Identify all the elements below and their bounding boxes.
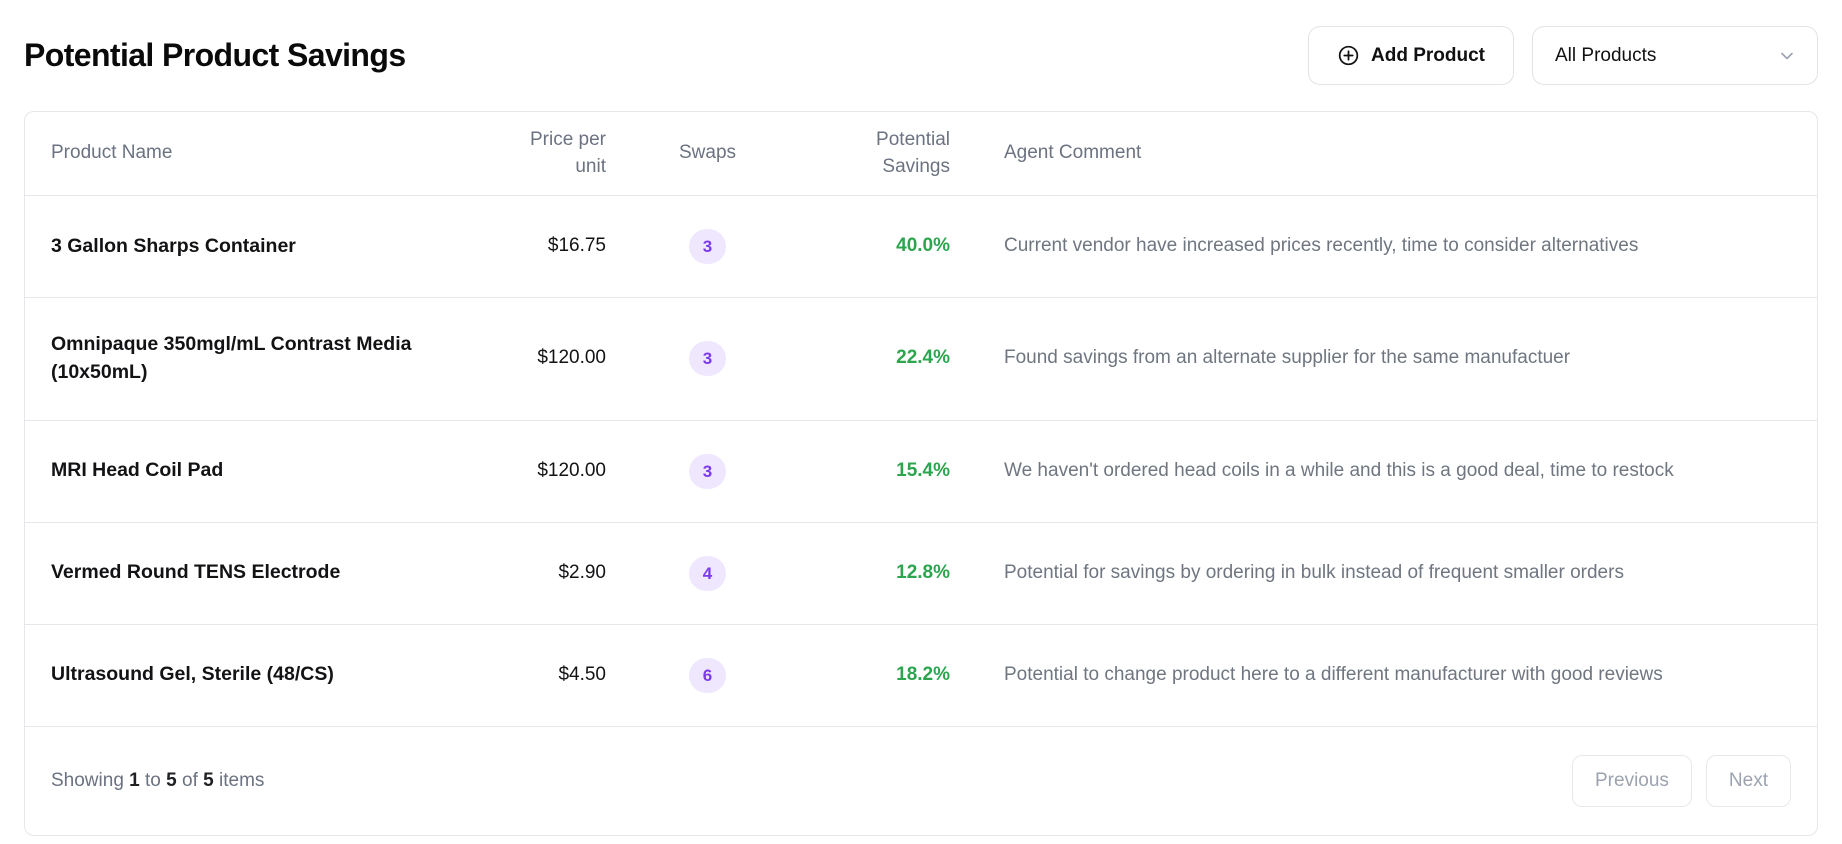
product-name-cell: Ultrasound Gel, Sterile (48/CS) [51, 663, 334, 686]
product-name-cell: Vermed Round TENS Electrode [51, 561, 341, 584]
column-header-swaps: Swaps [678, 142, 737, 164]
add-product-label: Add Product [1371, 44, 1485, 66]
previous-button[interactable]: Previous [1572, 754, 1692, 807]
potential-savings-cell: 40.0% [896, 235, 950, 257]
column-header-agent-comment: Agent Comment [1004, 142, 1142, 164]
column-header-price-per-unit: Price per unit [529, 129, 606, 177]
table-row[interactable]: 3 Gallon Sharps Container $16.75 3 40.0%… [25, 195, 1817, 298]
table-footer: Showing 1 to 5 of 5 items Previous Next [25, 725, 1817, 835]
potential-savings-cell: 12.8% [896, 561, 950, 583]
agent-comment-cell: Found savings from an alternate supplier… [1004, 347, 1571, 369]
plus-circle-icon [1337, 44, 1360, 67]
product-name-cell: Omnipaque 350mgl/mL Contrast Media (10x5… [51, 333, 412, 383]
swaps-cell: 3 [630, 298, 785, 420]
showing-to: 5 [166, 769, 177, 791]
product-filter-select[interactable]: All Products [1532, 26, 1818, 85]
pagination: Previous Next [1572, 754, 1791, 807]
product-name-cell: 3 Gallon Sharps Container [51, 234, 296, 257]
table-row[interactable]: Vermed Round TENS Electrode $2.90 4 12.8… [25, 522, 1817, 624]
potential-savings-cell: 22.4% [896, 347, 950, 369]
potential-savings-cell: 18.2% [896, 663, 950, 685]
swaps-cell: 3 [630, 420, 785, 522]
savings-table-card: Product Name Price per unit Swaps Potent… [24, 111, 1818, 836]
column-header-potential-savings: Potential Savings [876, 129, 950, 177]
showing-from: 1 [129, 769, 140, 791]
table-header-row: Product Name Price per unit Swaps Potent… [25, 112, 1817, 196]
agent-comment-cell: Potential to change product here to a di… [1004, 663, 1663, 685]
agent-comment-cell: Potential for savings by ordering in bul… [1004, 561, 1624, 583]
price-per-unit-cell: $4.50 [558, 663, 606, 685]
price-per-unit-cell: $2.90 [558, 561, 606, 583]
chevron-down-icon [1777, 46, 1797, 66]
price-per-unit-cell: $16.75 [547, 235, 606, 257]
showing-total: 5 [203, 769, 214, 791]
swaps-badge: 3 [688, 229, 727, 265]
product-filter-value: All Products [1555, 44, 1657, 66]
column-header-product-name: Product Name [51, 142, 173, 164]
agent-comment-cell: We haven't ordered head coils in a while… [1004, 459, 1674, 481]
swaps-cell: 3 [630, 196, 785, 298]
product-name-cell: MRI Head Coil Pad [51, 459, 224, 482]
swaps-cell: 4 [630, 522, 785, 624]
potential-savings-cell: 15.4% [896, 459, 950, 481]
savings-table: Product Name Price per unit Swaps Potent… [25, 112, 1817, 726]
price-per-unit-cell: $120.00 [537, 347, 606, 369]
page-header: Potential Product Savings Add Product Al… [24, 26, 1818, 85]
swaps-badge: 6 [688, 657, 727, 693]
table-row[interactable]: MRI Head Coil Pad $120.00 3 15.4% We hav… [25, 420, 1817, 522]
agent-comment-cell: Current vendor have increased prices rec… [1004, 235, 1639, 257]
swaps-badge: 3 [688, 341, 727, 377]
table-row[interactable]: Omnipaque 350mgl/mL Contrast Media (10x5… [25, 297, 1817, 420]
toolbar: Add Product All Products [1308, 26, 1818, 85]
add-product-button[interactable]: Add Product [1308, 26, 1514, 85]
price-per-unit-cell: $120.00 [537, 459, 606, 481]
showing-items-text: Showing 1 to 5 of 5 items [51, 769, 265, 791]
page-title: Potential Product Savings [24, 37, 406, 73]
table-row[interactable]: Ultrasound Gel, Sterile (48/CS) $4.50 6 … [25, 624, 1817, 726]
swaps-badge: 3 [688, 453, 727, 489]
swaps-cell: 6 [630, 624, 785, 726]
next-button[interactable]: Next [1705, 754, 1791, 807]
swaps-badge: 4 [688, 555, 727, 591]
